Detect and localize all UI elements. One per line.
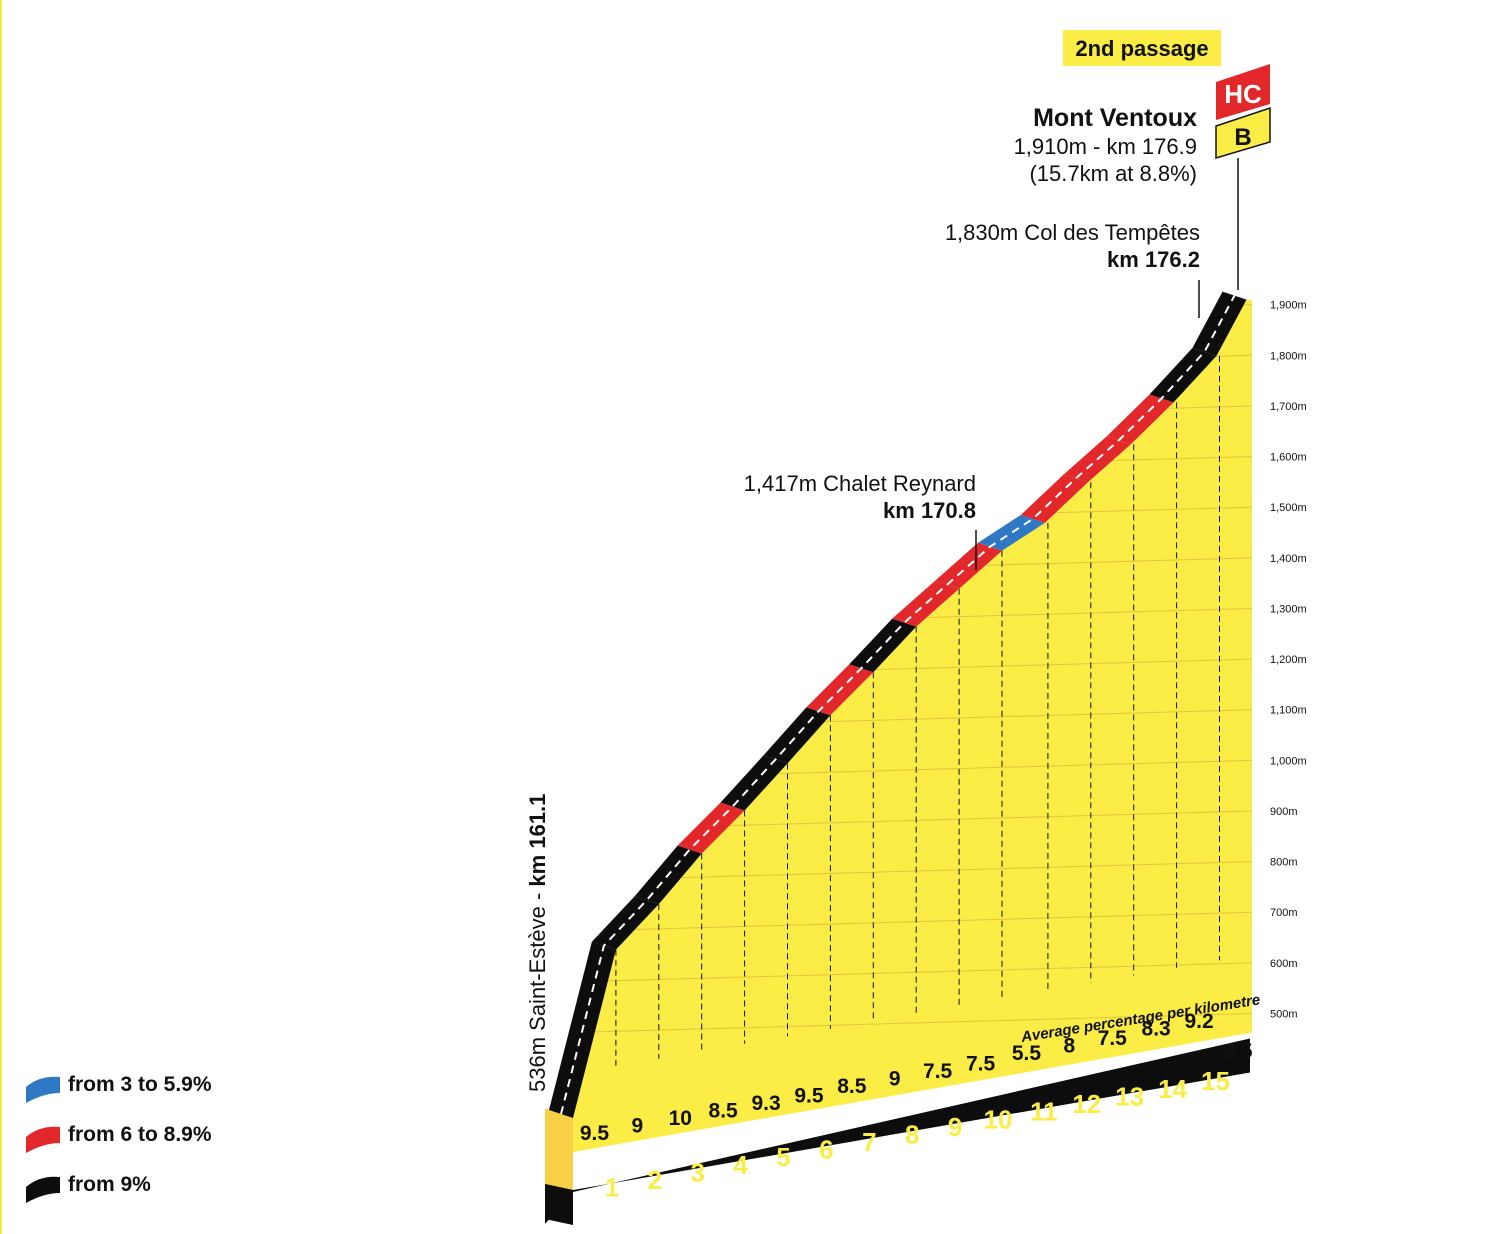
gradient-value-label: 8.3: [1142, 1017, 1171, 1040]
y-tick-label: 1,000m: [1270, 755, 1307, 767]
gradient-band-segment: [849, 618, 917, 673]
legend-swatch: [26, 1126, 60, 1153]
profile-fill-layer: [545, 299, 1252, 1190]
base-black-strip: [545, 1038, 1250, 1224]
profile-front-panel: [545, 1108, 573, 1190]
start-label-plain: 536m Saint-Estève -: [525, 887, 550, 1092]
y-tick-label: 800m: [1270, 857, 1298, 869]
gradient-value-label: 9.2: [1184, 1010, 1213, 1033]
y-tick-label: 1,300m: [1270, 603, 1307, 615]
gradient-value-label: 9.5: [1223, 1040, 1253, 1063]
category-hc-badge: [1216, 64, 1270, 120]
y-tick-label: 1,900m: [1270, 300, 1307, 312]
gridline: [573, 304, 1252, 325]
y-tick-label: 1,700m: [1270, 401, 1307, 413]
gradient-band-segment: [763, 707, 831, 764]
legend-label: from 9%: [68, 1173, 151, 1196]
y-tick-label: 1,600m: [1270, 452, 1307, 464]
gradient-value-label: 7.5: [1098, 1027, 1128, 1050]
gradient-band-segment: [591, 896, 659, 950]
km-marker-label: 4: [733, 1150, 748, 1180]
gradient-value-label: 9: [889, 1067, 901, 1090]
km-marker-label: 1: [605, 1172, 619, 1202]
gradient-band-segment: [978, 514, 1045, 551]
gradient-value-label: 8: [1064, 1035, 1076, 1058]
km-marker-label: 9: [948, 1112, 962, 1142]
legend-label: from 6 to 8.9%: [68, 1123, 212, 1146]
gridline: [573, 962, 1252, 983]
gradient-value-label: 10: [669, 1107, 692, 1130]
summit-info: 1,910m - km 176.9: [1014, 134, 1197, 159]
left-yellow-edge: [0, 0, 2, 1234]
gradient-value-label: 5.5: [1012, 1042, 1042, 1065]
km-marker-label: 6: [819, 1135, 833, 1165]
legend-swatch: [26, 1176, 60, 1203]
km-marker-label: 8: [905, 1120, 919, 1150]
y-axis-layer: 1,900m 1,800m 1,700m 1,600m 1,500m 1,400m 1,30…: [1270, 300, 1307, 1021]
legend-swatch: [26, 1076, 60, 1103]
y-tick-label: 600m: [1270, 958, 1298, 970]
start-label: 536m Saint-Estève - km 161.1: [525, 794, 550, 1092]
km-marker-label: 3: [690, 1157, 704, 1187]
gridline: [573, 354, 1252, 376]
gradient-value-label: 9: [632, 1115, 644, 1138]
y-tick-label: 1,500m: [1270, 502, 1307, 514]
gridline: [573, 1013, 1252, 1034]
legend-label: from 3 to 5.9%: [68, 1073, 212, 1096]
gradient-band-segment: [1020, 474, 1088, 523]
gradient-band-segment: [1149, 347, 1217, 403]
start-label-km: km 161.1: [525, 794, 550, 887]
legend-layer: from 3 to 5.9% from 6 to 8.9% from 9%: [26, 1073, 212, 1203]
km-marker-label: 11: [1030, 1096, 1058, 1126]
category-b-badge: [1215, 106, 1271, 160]
y-tick-label: 1,200m: [1270, 654, 1307, 666]
y-tick-label: 500m: [1270, 1009, 1298, 1021]
gradient-value-label: 8.5: [837, 1075, 867, 1098]
passage-badge: [1063, 30, 1221, 66]
y-tick-label: 700m: [1270, 907, 1298, 919]
waypoint-col-label: 1,830m Col des Tempêtes: [945, 220, 1200, 245]
gradient-value-label: 9.5: [580, 1122, 610, 1145]
category-hc-label: HC: [1224, 79, 1262, 109]
base-front-strip: [545, 1184, 573, 1225]
waypoint-chalet-label: 1,417m Chalet Reynard: [744, 471, 976, 496]
km-marker-label: 13: [1115, 1081, 1144, 1111]
gradient-value-label: 8.5: [709, 1100, 739, 1123]
gradient-value-label: 7.5: [966, 1052, 996, 1075]
base-strip-layer: 1 2 3 4 5 6 7 8 9 10 11 12 13 14 159.5 9 10 8.5 9.3 9.5 8.5 9…: [545, 1010, 1253, 1225]
gradient-band-segment: [892, 580, 960, 627]
km-marker-label: 10: [984, 1104, 1013, 1134]
gradient-value-label: 9.5: [794, 1084, 824, 1107]
gradient-band-segment: [677, 802, 745, 854]
y-tick-label: 1,400m: [1270, 553, 1307, 565]
gridline: [573, 911, 1252, 933]
waypoint-col-km: km 176.2: [1107, 247, 1200, 272]
profile-area: [573, 299, 1252, 1153]
km-marker-label: 7: [862, 1127, 876, 1157]
summit-climb: (15.7km at 8.8%): [1029, 161, 1197, 186]
y-tick-label: 1,100m: [1270, 705, 1307, 717]
km-marker-label: 12: [1072, 1089, 1101, 1119]
gradient-band-layer: [549, 291, 1247, 1118]
category-b-label: B: [1234, 124, 1251, 151]
gradient-value-label: 7.5: [923, 1060, 953, 1083]
km-marker-label: 2: [648, 1165, 662, 1195]
gradient-value-label: 9.3: [751, 1092, 780, 1115]
y-tick-label: 1,800m: [1270, 350, 1307, 362]
waypoint-chalet-km: km 170.8: [883, 498, 976, 523]
km-marker-label: 5: [776, 1142, 790, 1172]
y-tick-label: 900m: [1270, 806, 1298, 818]
km-marker-label: 15: [1201, 1066, 1230, 1096]
passage-label: 2nd passage: [1075, 36, 1208, 61]
band-centerline: [560, 295, 1236, 1115]
km-marker-label: 14: [1158, 1074, 1187, 1104]
summit-name: Mont Ventoux: [1033, 104, 1197, 132]
